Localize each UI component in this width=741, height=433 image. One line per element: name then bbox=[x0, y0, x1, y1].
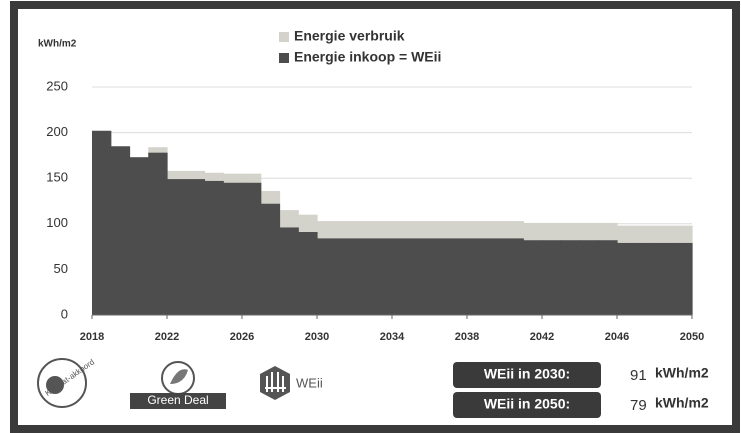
annotation-unit: kWh/m2 bbox=[655, 395, 709, 411]
step-area-segment bbox=[485, 238, 506, 315]
step-area-segment bbox=[560, 240, 581, 315]
step-area-segment bbox=[110, 146, 131, 315]
step-area-segment bbox=[654, 242, 674, 315]
step-area-segment bbox=[260, 203, 281, 315]
step-area-segment bbox=[504, 238, 524, 315]
annotation-unit: kWh/m2 bbox=[655, 365, 709, 381]
logo-text: Green Deal bbox=[147, 393, 208, 407]
x-tick-label: 2042 bbox=[530, 331, 554, 343]
logo-klimaatakkoord: Klimaat-akkoord bbox=[37, 357, 96, 408]
step-area-segment bbox=[579, 240, 599, 315]
y-tick-label: 200 bbox=[46, 124, 68, 139]
legend-swatch bbox=[279, 32, 289, 42]
step-area-segment bbox=[129, 157, 149, 315]
legend-swatch bbox=[279, 53, 289, 63]
x-tick-label: 2022 bbox=[155, 331, 179, 343]
annotation-box bbox=[453, 392, 601, 418]
step-area-segment bbox=[635, 242, 656, 315]
y-tick-label: 50 bbox=[54, 261, 68, 276]
legend-label: Energie verbruik bbox=[294, 28, 405, 44]
step-area-segment bbox=[467, 238, 487, 315]
annotation-label: WEii in 2050: bbox=[484, 396, 570, 412]
annotation-label: WEii in 2030: bbox=[484, 366, 570, 382]
step-area-segment bbox=[317, 238, 337, 315]
x-tick-label: 2038 bbox=[455, 331, 479, 343]
step-area-segment bbox=[523, 240, 543, 315]
step-area-segment bbox=[617, 242, 637, 315]
annotation-value: 91 bbox=[630, 367, 647, 384]
step-area-segment bbox=[148, 152, 168, 315]
legend-label: Energie inkoop = WEii bbox=[294, 49, 441, 65]
x-tick-label: 2034 bbox=[380, 331, 405, 343]
y-tick-label: 250 bbox=[46, 78, 68, 93]
x-tick-label: 2026 bbox=[230, 331, 254, 343]
step-area-segment bbox=[92, 130, 112, 315]
logo-weii: WEii bbox=[260, 366, 323, 400]
step-area-segment bbox=[242, 182, 262, 315]
step-area-segment bbox=[298, 232, 318, 315]
x-tick-label: 2046 bbox=[605, 331, 629, 343]
annotation-box bbox=[453, 362, 601, 388]
annotation-value: 79 bbox=[630, 397, 647, 414]
x-tick-label: 2050 bbox=[680, 331, 704, 343]
step-area-segment bbox=[223, 182, 243, 315]
step-area-segment bbox=[673, 242, 693, 315]
frame bbox=[10, 1, 740, 433]
step-area-segment bbox=[185, 179, 206, 315]
logo-green-deal: Green Deal bbox=[130, 361, 226, 409]
step-area-segment bbox=[204, 180, 224, 315]
step-area-segment bbox=[429, 238, 449, 315]
plot-area bbox=[92, 86, 693, 316]
x-tick-label: 2030 bbox=[305, 331, 329, 343]
y-tick-label: 100 bbox=[46, 215, 68, 230]
step-area-segment bbox=[542, 240, 562, 315]
step-area-segment bbox=[335, 238, 356, 315]
step-area-segment bbox=[279, 227, 299, 315]
step-area-segment bbox=[392, 238, 412, 315]
y-axis-label: kWh/m2 bbox=[38, 39, 77, 50]
step-area-segment bbox=[410, 238, 431, 315]
y-tick-label: 150 bbox=[46, 170, 68, 185]
x-tick-label: 2018 bbox=[80, 331, 104, 343]
step-area-segment bbox=[167, 179, 187, 315]
step-area-segment bbox=[598, 240, 618, 315]
logo-text: WEii bbox=[296, 375, 323, 390]
step-area-segment bbox=[373, 238, 393, 315]
y-tick-label: 0 bbox=[61, 306, 68, 321]
step-area-segment bbox=[448, 238, 468, 315]
step-area-segment bbox=[354, 238, 374, 315]
